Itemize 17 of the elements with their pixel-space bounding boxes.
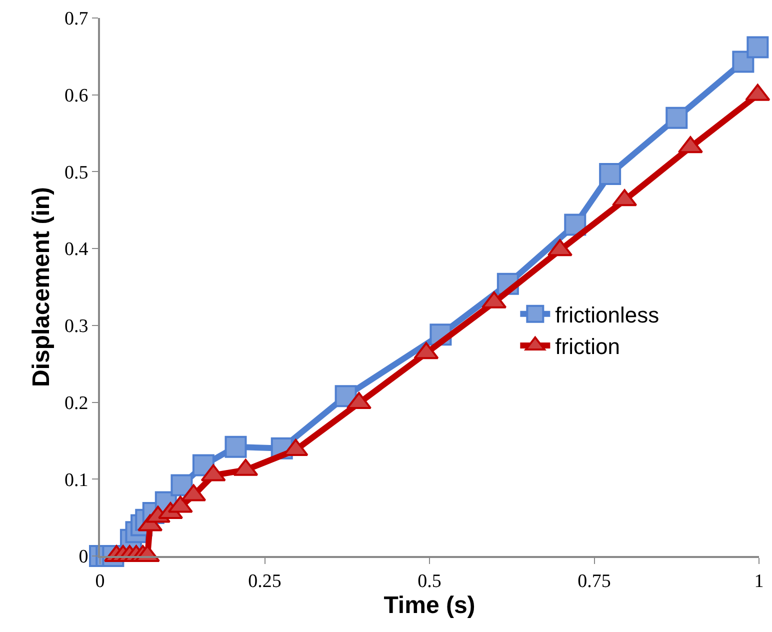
legend-label: frictionless — [555, 302, 660, 328]
y-tick-label: 0.7 — [64, 8, 88, 30]
y-tick-label: 0.3 — [64, 316, 88, 338]
y-tick-label: 0.5 — [64, 162, 88, 184]
x-tick-label: 0.25 — [248, 570, 282, 592]
x-tick-label: 0.75 — [578, 570, 611, 592]
y-tick-label: 0.6 — [64, 86, 88, 107]
y-tick-label: 0.4 — [64, 239, 89, 260]
y-tick-label: 0.1 — [64, 470, 88, 491]
y-tick-label: 0.2 — [64, 392, 88, 414]
y-axis-title: Displacement (in) — [28, 186, 56, 388]
legend-label: friction — [555, 334, 620, 360]
x-axis-title: Time (s) — [384, 592, 476, 619]
x-tick-label: 0.5 — [418, 570, 442, 592]
x-tick-label: 1 — [754, 570, 764, 592]
x-tick-label: 0 — [95, 570, 105, 592]
y-tick-label: 0 — [78, 546, 88, 568]
